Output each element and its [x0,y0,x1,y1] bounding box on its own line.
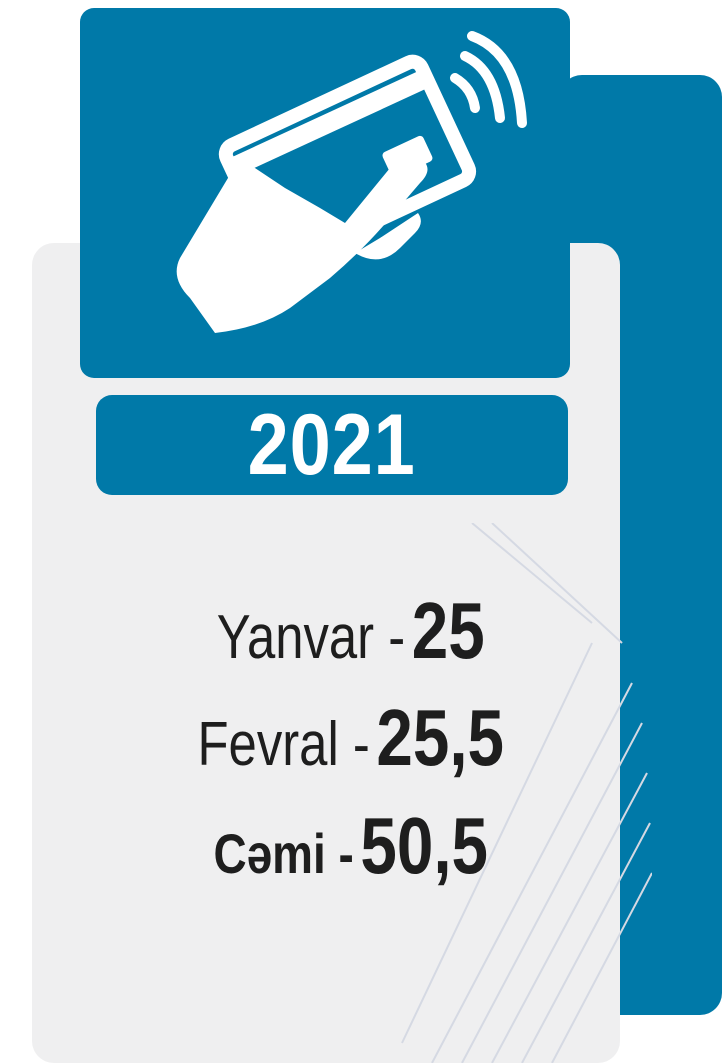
row-value: 50,5 [360,801,489,890]
value-row: Yanvar -25 [94,585,607,677]
row-label: Cəmi - [213,822,354,885]
row-value: 25 [411,586,485,675]
card-hand-icon [176,31,527,333]
value-row: Fevral -25,5 [94,692,607,784]
row-value: 25,5 [376,693,505,782]
year: 2021 [248,396,416,493]
decor-lines [401,523,652,1063]
year-pill: 2021 [96,395,568,495]
value-row: Cəmi -50,5 [94,800,607,892]
card [32,243,652,1063]
row-label: Yanvar - [216,603,406,672]
icon-box [80,8,570,378]
row-label: Fevral - [197,710,370,779]
